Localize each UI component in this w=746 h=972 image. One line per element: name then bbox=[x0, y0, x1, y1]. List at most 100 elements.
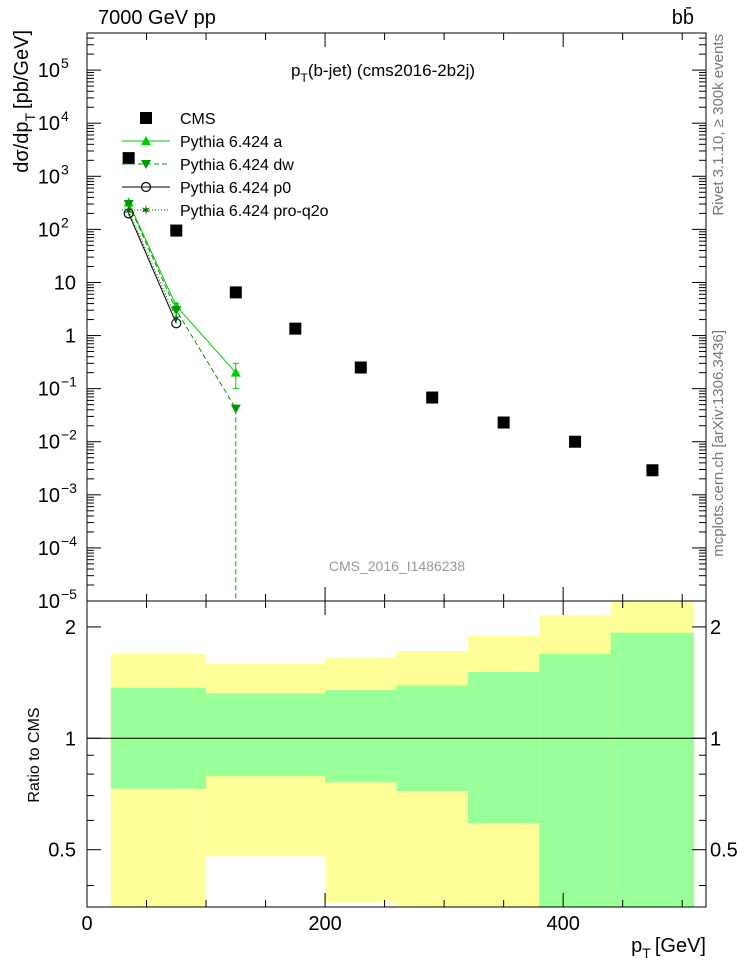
series-point-0 bbox=[229, 286, 242, 299]
header-left-label: 7000 GeV pp bbox=[98, 7, 216, 29]
main-y-tick-label: 10 bbox=[38, 485, 60, 507]
ratio-plot-frame bbox=[86, 600, 707, 908]
main-y-tick-label-exp: −1 bbox=[61, 374, 77, 390]
main-y-tick-label: 10 bbox=[38, 379, 60, 401]
x-tick-label: 200 bbox=[308, 913, 341, 935]
series-point-0 bbox=[646, 464, 659, 477]
legend-label: CMS bbox=[180, 111, 216, 128]
plot-title-sub: T bbox=[300, 71, 308, 85]
legend-label: Pythia 6.424 dw bbox=[180, 157, 294, 174]
plot-title: pT(b-jet) (cms2016-2b2j) bbox=[291, 61, 475, 85]
series-point-0 bbox=[569, 435, 582, 448]
plot-title-rest: (b-jet) (cms2016-2b2j) bbox=[308, 61, 475, 80]
main-y-axis-label-main: dσ/dp bbox=[11, 122, 33, 173]
legend: CMS Pythia 6.424 a Pythia 6.424 dw Pythia 6… bbox=[122, 111, 329, 220]
rivet-label: Rivet 3.1.10, ≥ 300k events bbox=[710, 34, 727, 216]
main-y-tick-label-exp: −5 bbox=[61, 586, 77, 602]
ratio-x-tick-labels: 0 200 400 bbox=[81, 913, 579, 935]
series-point-2 bbox=[230, 404, 241, 414]
legend-marker bbox=[141, 160, 151, 169]
ratio-y-tick-label-right: 0.5 bbox=[710, 840, 738, 862]
ratio-inner-band bbox=[206, 693, 326, 777]
legend-marker: ✶ bbox=[140, 202, 152, 218]
ratio-y-tick-label-right: 1 bbox=[710, 728, 721, 750]
main-y-tick-label-exp: −2 bbox=[61, 427, 77, 443]
series-line-2 bbox=[128, 203, 237, 601]
legend-marker bbox=[140, 181, 152, 193]
ratio-inner-band bbox=[325, 690, 397, 783]
series-point-2 bbox=[171, 306, 182, 316]
legend-entry: Pythia 6.424 a bbox=[122, 134, 282, 151]
main-y-tick-label: 10 bbox=[38, 60, 60, 82]
main-y-tick-label-exp: 2 bbox=[61, 214, 69, 230]
main-y-tick-label: 10 bbox=[38, 432, 60, 454]
main-data-series: ✶✶ bbox=[122, 152, 659, 601]
series-point-0 bbox=[122, 152, 135, 165]
series-point-0 bbox=[426, 391, 439, 404]
series-point-0 bbox=[354, 361, 367, 374]
ratio-y-tick-labels-left: 0.5 1 2 bbox=[48, 617, 76, 862]
ratio-y-tick-label: 0.5 bbox=[48, 840, 76, 862]
x-axis-label-rest: [GeV] bbox=[655, 935, 706, 957]
main-y-tick-label-exp: −4 bbox=[61, 533, 77, 549]
legend-entry: CMS bbox=[140, 111, 216, 128]
x-tick-label: 400 bbox=[546, 913, 579, 935]
series-line-3 bbox=[128, 213, 177, 324]
legend-marker bbox=[141, 136, 151, 145]
ratio-axis-ticks bbox=[86, 601, 706, 907]
main-y-tick-label: 10 bbox=[38, 219, 60, 241]
ratio-y-tick-label: 1 bbox=[65, 728, 76, 750]
main-y-tick-label: 10 bbox=[38, 166, 60, 188]
x-axis-label-sub: T bbox=[642, 945, 651, 961]
legend-entry: ✶ Pythia 6.424 pro-q2o bbox=[122, 202, 329, 220]
main-y-tick-label-exp: 3 bbox=[61, 161, 69, 177]
plot-title-p: p bbox=[291, 61, 300, 80]
series-point-4: ✶ bbox=[170, 310, 182, 326]
series-line-4 bbox=[128, 210, 177, 319]
x-tick-label: 0 bbox=[81, 913, 92, 935]
x-axis-label: pT [GeV] bbox=[631, 935, 706, 961]
legend-marker bbox=[140, 112, 152, 124]
mcplots-label: mcplots.cern.ch [arXiv:1306.3436] bbox=[710, 330, 727, 557]
ratio-y-axis-label: Ratio to CMS bbox=[26, 707, 43, 802]
main-y-tick-label: 1 bbox=[65, 326, 76, 348]
main-y-tick-label: 10 bbox=[38, 538, 60, 560]
ratio-bands bbox=[110, 601, 695, 907]
main-y-axis-label: dσ/dpT [pb/GeV] bbox=[11, 30, 38, 173]
header-right-label: bb̄ bbox=[672, 6, 694, 29]
ratio-inner-band bbox=[467, 672, 540, 824]
main-y-tick-label-exp: 5 bbox=[61, 55, 69, 71]
main-y-tick-label-exp: −3 bbox=[61, 480, 77, 496]
main-y-tick-label: 10 bbox=[54, 272, 76, 294]
main-y-axis-label-sub: T bbox=[22, 113, 38, 122]
legend-label: Pythia 6.424 a bbox=[180, 134, 282, 151]
main-y-tick-label-exp: 4 bbox=[61, 108, 69, 124]
main-y-axis-label-rest: [pb/GeV] bbox=[11, 30, 33, 109]
series-point-2 bbox=[123, 200, 134, 210]
series-point-3 bbox=[171, 318, 182, 329]
x-axis-label-main: p bbox=[631, 935, 642, 957]
series-point-0 bbox=[170, 224, 183, 237]
legend-label: Pythia 6.424 p0 bbox=[180, 180, 291, 197]
main-axis-ticks bbox=[86, 32, 706, 602]
main-y-tick-label: 10 bbox=[38, 591, 60, 613]
series-point-0 bbox=[289, 322, 302, 335]
ratio-inner-band bbox=[610, 632, 695, 907]
legend-entry: Pythia 6.424 p0 bbox=[122, 180, 291, 197]
main-y-tick-label: 10 bbox=[38, 113, 60, 135]
ratio-y-tick-label-right: 2 bbox=[710, 617, 721, 639]
ratio-y-tick-label: 2 bbox=[65, 617, 76, 639]
ratio-plot-panel: 0.5 1 2 0.5 1 2 0 200 400 Ratio to CMS pT [GeV] bbox=[26, 600, 738, 961]
legend-label: Pythia 6.424 pro-q2o bbox=[180, 203, 329, 220]
ratio-inner-band bbox=[539, 653, 611, 907]
series-point-1 bbox=[230, 367, 241, 377]
legend-entry: Pythia 6.424 dw bbox=[122, 157, 294, 174]
series-point-4: ✶ bbox=[123, 203, 135, 219]
series-point-0 bbox=[497, 416, 510, 429]
ratio-y-tick-labels-right: 0.5 1 2 bbox=[710, 617, 738, 862]
plot-watermark: CMS_2016_I1486238 bbox=[329, 558, 465, 574]
series-point-3 bbox=[123, 208, 134, 219]
